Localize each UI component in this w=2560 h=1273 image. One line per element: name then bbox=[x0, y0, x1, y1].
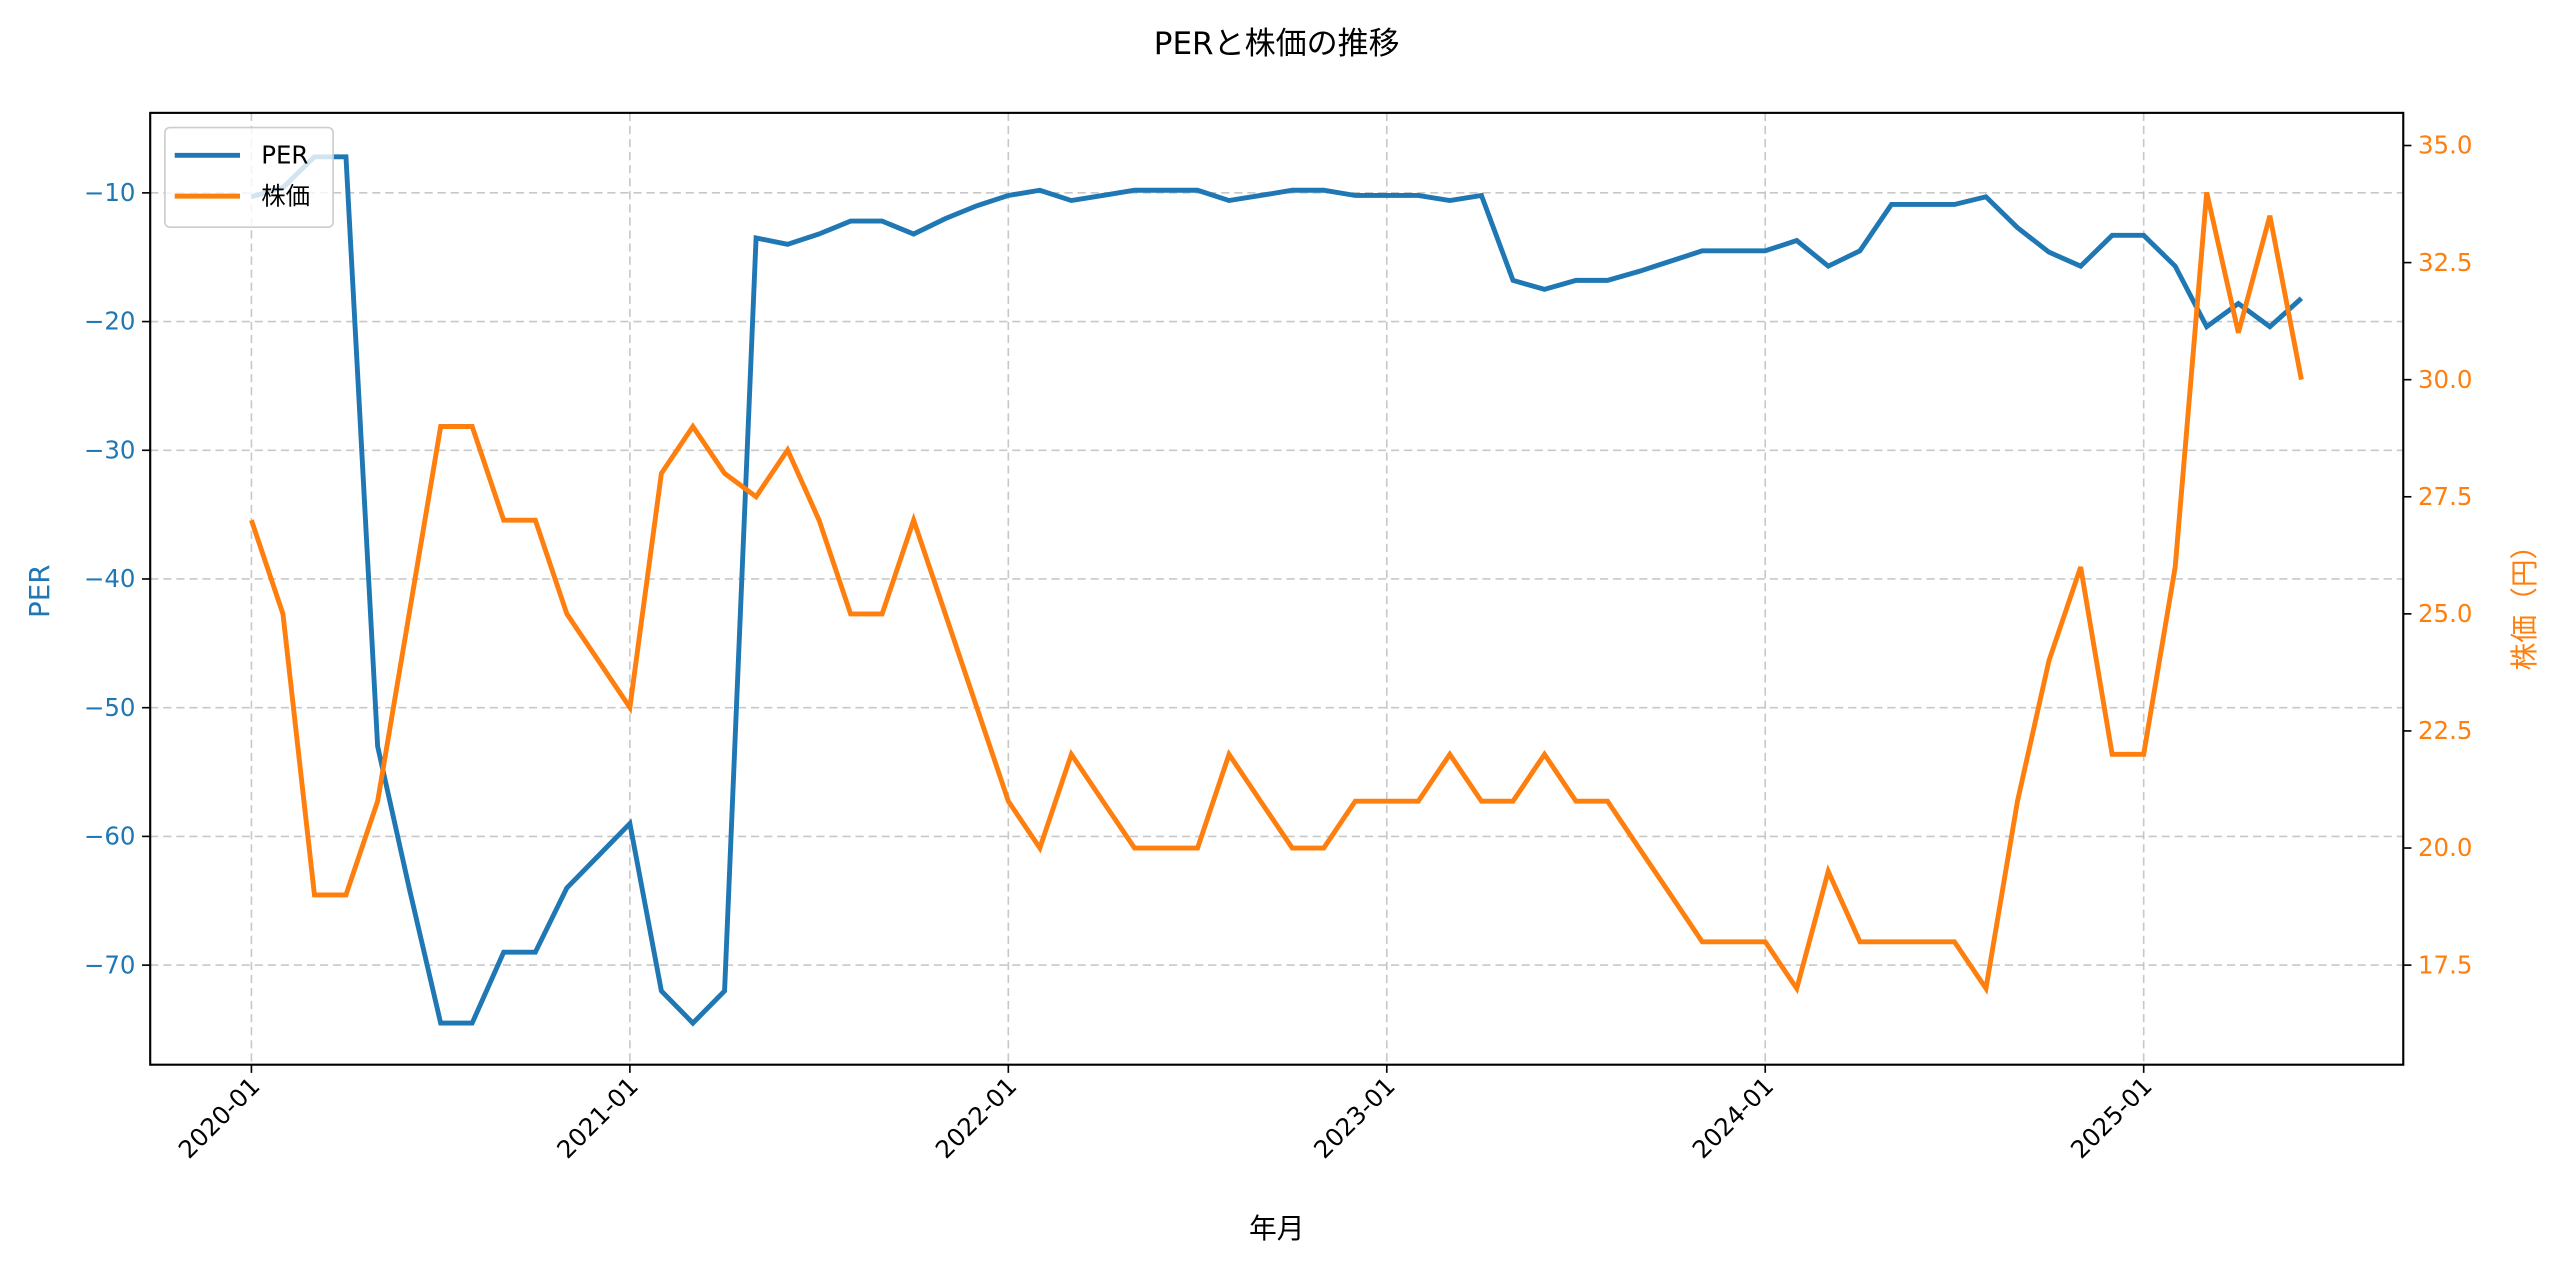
right-tick-label: 30.0 bbox=[2418, 365, 2472, 394]
series-layer bbox=[249, 154, 2304, 1027]
legend-per-label: PER bbox=[261, 140, 308, 169]
right-y-axis: 35.0 32.5 30.0 27.5 25.0 22.5 20.0 17.5 bbox=[2403, 131, 2472, 979]
left-tick-label: −70 bbox=[84, 950, 136, 979]
legend-price-label: 株価 bbox=[261, 181, 310, 210]
per-line bbox=[250, 154, 2304, 1027]
right-tick-label: 17.5 bbox=[2418, 950, 2472, 979]
legend: PER 株価 bbox=[164, 126, 334, 228]
left-tick-label: −50 bbox=[84, 693, 136, 722]
left-tick-label: −20 bbox=[84, 307, 136, 336]
right-tick-label: 27.5 bbox=[2418, 482, 2472, 511]
right-y-axis-label: 株価（円） bbox=[2508, 532, 2541, 671]
left-y-axis-label: PER bbox=[23, 564, 56, 618]
plot-frame bbox=[149, 111, 2405, 1066]
chart-title: PERと株価の推移 bbox=[1154, 26, 1400, 62]
legend-box bbox=[164, 126, 334, 228]
right-tick-label: 20.0 bbox=[2418, 833, 2472, 862]
left-tick-label: −40 bbox=[84, 564, 136, 593]
left-y-axis: −10 −20 −30 −40 −50 −60 −70 bbox=[84, 178, 151, 979]
x-axis-label: 年月 bbox=[1249, 1212, 1305, 1245]
left-tick-label: −30 bbox=[84, 435, 136, 464]
right-tick-label: 22.5 bbox=[2418, 716, 2472, 745]
left-tick-label: −10 bbox=[84, 178, 136, 207]
left-tick-label: −60 bbox=[84, 822, 136, 851]
right-tick-label: 25.0 bbox=[2418, 599, 2472, 628]
right-tick-label: 35.0 bbox=[2418, 131, 2472, 160]
right-tick-label: 32.5 bbox=[2418, 248, 2472, 277]
price-line bbox=[249, 191, 2304, 995]
